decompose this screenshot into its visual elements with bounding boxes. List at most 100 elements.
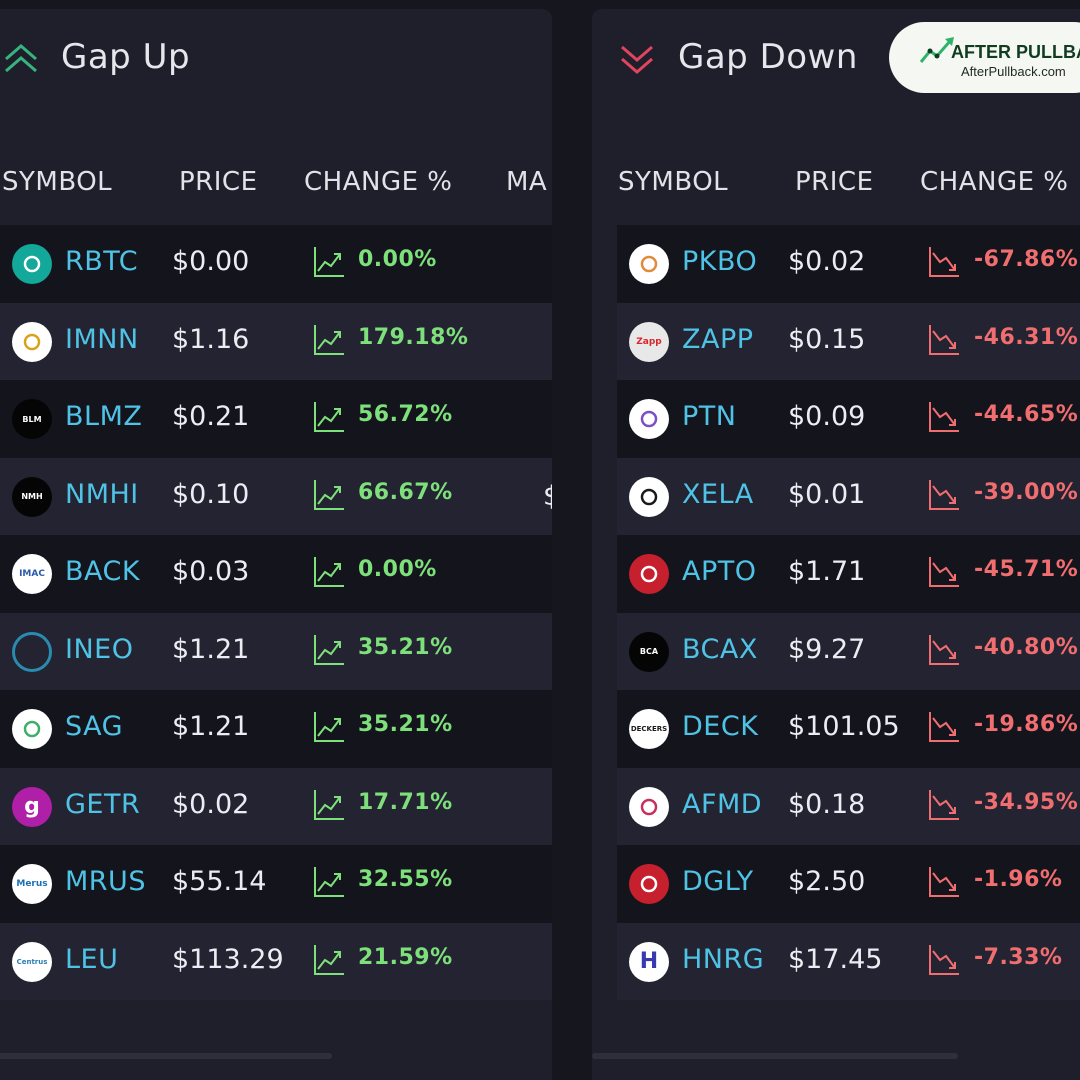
change-percent: 17.71% [358, 789, 453, 815]
table-row[interactable]: RBTC $0.00 0.00% [0, 225, 552, 303]
trend-up-icon [312, 400, 346, 434]
symbol-link[interactable]: PTN [682, 401, 737, 432]
gap-down-scrollbar[interactable] [592, 1053, 958, 1059]
price-value: $0.18 [788, 788, 866, 820]
symbol-link[interactable]: SAG [65, 711, 124, 742]
change-percent: -7.33% [974, 944, 1063, 970]
change-percent: -45.71% [974, 557, 1079, 582]
change-percent: 35.21% [358, 712, 453, 737]
table-row[interactable]: H HNRG $17.45 -7.33% [617, 922, 1080, 1000]
table-row[interactable]: SAG $1.21 35.21% [0, 690, 552, 768]
back-logo: IMAC [12, 554, 52, 594]
table-row[interactable]: BLM BLMZ $0.21 56.72% [0, 380, 552, 458]
symbol-link[interactable]: APTO [682, 556, 757, 587]
symbol-link[interactable]: XELA [682, 478, 754, 510]
symbol-link[interactable]: NMHI [65, 478, 139, 510]
change-percent: -19.86% [974, 712, 1079, 737]
price-value: $0.03 [172, 556, 250, 587]
nmhi-logo: NMH [12, 476, 52, 517]
trend-up-icon [312, 710, 346, 744]
gap-up-panel: Gap Up SYMBOL PRICE CHANGE % MA RBTC $0.0… [0, 9, 552, 1080]
symbol-link[interactable]: DECK [682, 711, 759, 742]
zapp-logo: Zapp [629, 321, 669, 362]
symbol-link[interactable]: PKBO [682, 246, 758, 277]
column-header-ma[interactable]: MA [506, 167, 548, 197]
gap-up-scrollbar[interactable] [0, 1053, 332, 1059]
column-header-price[interactable]: PRICE [795, 167, 874, 197]
table-row[interactable]: PTN $0.09 -44.65% [617, 380, 1080, 458]
table-row[interactable]: Centrus LEU $113.29 21.59% [0, 922, 552, 1000]
column-header-change[interactable]: CHANGE % [304, 167, 453, 197]
column-header-change[interactable]: CHANGE % [920, 167, 1069, 197]
table-row[interactable]: IMNN $1.16 179.18% [0, 302, 552, 380]
table-row[interactable]: Zapp ZAPP $0.15 -46.31% [617, 302, 1080, 380]
gap-up-header: Gap Up [0, 9, 552, 109]
change-percent: -40.80% [974, 634, 1079, 660]
symbol-link[interactable]: BLMZ [65, 401, 143, 432]
symbol-link[interactable]: AFMD [682, 788, 763, 820]
symbol-link[interactable]: GETR [65, 788, 141, 820]
price-value: $55.14 [172, 866, 267, 897]
gap-down-header: Gap Down [592, 9, 1080, 109]
table-row[interactable]: DECKERS DECK $101.05 -19.86% [617, 690, 1080, 768]
trend-down-icon [927, 943, 961, 977]
symbol-link[interactable]: HNRG [682, 943, 765, 975]
table-row[interactable]: APTO $1.71 -45.71% [617, 535, 1080, 613]
table-row[interactable]: INEO $1.21 35.21% [0, 612, 552, 690]
symbol-link[interactable]: DGLY [682, 866, 754, 897]
price-value: $0.02 [788, 246, 866, 277]
badge-brand: AFTER PULLBACK [951, 42, 1080, 62]
price-value: $0.02 [172, 788, 250, 820]
change-percent: 56.72% [358, 402, 453, 427]
badge-url[interactable]: AfterPullback.com [961, 64, 1066, 79]
logo-text: H [639, 949, 659, 974]
trend-down-icon [927, 478, 961, 512]
symbol-link[interactable]: INEO [65, 633, 134, 665]
symbol-link[interactable]: BCAX [682, 633, 758, 665]
gap-down-panel: Gap Down SYMBOL PRICE CHANGE % PKBO $0.02… [592, 9, 1080, 1080]
symbol-link[interactable]: LEU [65, 943, 119, 975]
partial-cell: $ [543, 481, 552, 512]
symbol-link[interactable]: IMNN [65, 323, 139, 355]
symbol-link[interactable]: RBTC [65, 246, 139, 277]
column-header-symbol[interactable]: SYMBOL [618, 167, 729, 197]
imnn-logo [12, 321, 52, 362]
logo-text: Centrus [16, 957, 48, 966]
xela-logo [629, 476, 669, 517]
trend-up-arrow-icon [919, 37, 954, 63]
table-row[interactable]: AFMD $0.18 -34.95% [617, 767, 1080, 845]
trend-up-icon [312, 633, 346, 667]
change-percent: 0.00% [358, 557, 437, 582]
table-row[interactable]: BCA BCAX $9.27 -40.80% [617, 612, 1080, 690]
change-percent: -34.95% [974, 789, 1079, 815]
trend-up-icon [312, 323, 346, 357]
table-row[interactable]: g GETR $0.02 17.71% [0, 767, 552, 845]
logo-text: Zapp [636, 336, 662, 347]
gap-up-table: RBTC $0.00 0.00% IMNN $1.16 179.18% BLM BLMZ $0.… [0, 225, 552, 1000]
price-value: $2.50 [788, 866, 866, 897]
price-value: $17.45 [788, 943, 883, 975]
hnrg-logo: H [629, 941, 669, 982]
symbol-link[interactable]: BACK [65, 556, 141, 587]
afmd-logo [629, 786, 669, 827]
table-row[interactable]: DGLY $2.50 -1.96% [617, 845, 1080, 923]
table-row[interactable]: IMAC BACK $0.03 0.00% [0, 535, 552, 613]
column-header-price[interactable]: PRICE [179, 167, 258, 197]
double-chevron-down-icon [621, 45, 653, 74]
symbol-link[interactable]: ZAPP [682, 323, 754, 355]
change-percent: -39.00% [974, 479, 1079, 505]
column-header-symbol[interactable]: SYMBOL [2, 167, 113, 197]
price-value: $113.29 [172, 943, 284, 975]
table-row[interactable]: XELA $0.01 -39.00% [617, 457, 1080, 535]
symbol-link[interactable]: MRUS [65, 866, 146, 897]
table-row[interactable]: NMH NMHI $0.10 66.67% [0, 457, 552, 535]
mrus-logo: Merus [12, 864, 52, 904]
logo-text: IMAC [19, 569, 45, 579]
ptn-logo [629, 399, 669, 439]
price-value: $0.10 [172, 478, 250, 510]
table-row[interactable]: Merus MRUS $55.14 32.55% [0, 845, 552, 923]
change-percent: -1.96% [974, 867, 1063, 892]
table-row[interactable]: PKBO $0.02 -67.86% [617, 225, 1080, 303]
after-pullback-badge: AFTER PULLBACK AfterPullback.com [889, 22, 1080, 93]
price-value: $9.27 [788, 633, 866, 665]
